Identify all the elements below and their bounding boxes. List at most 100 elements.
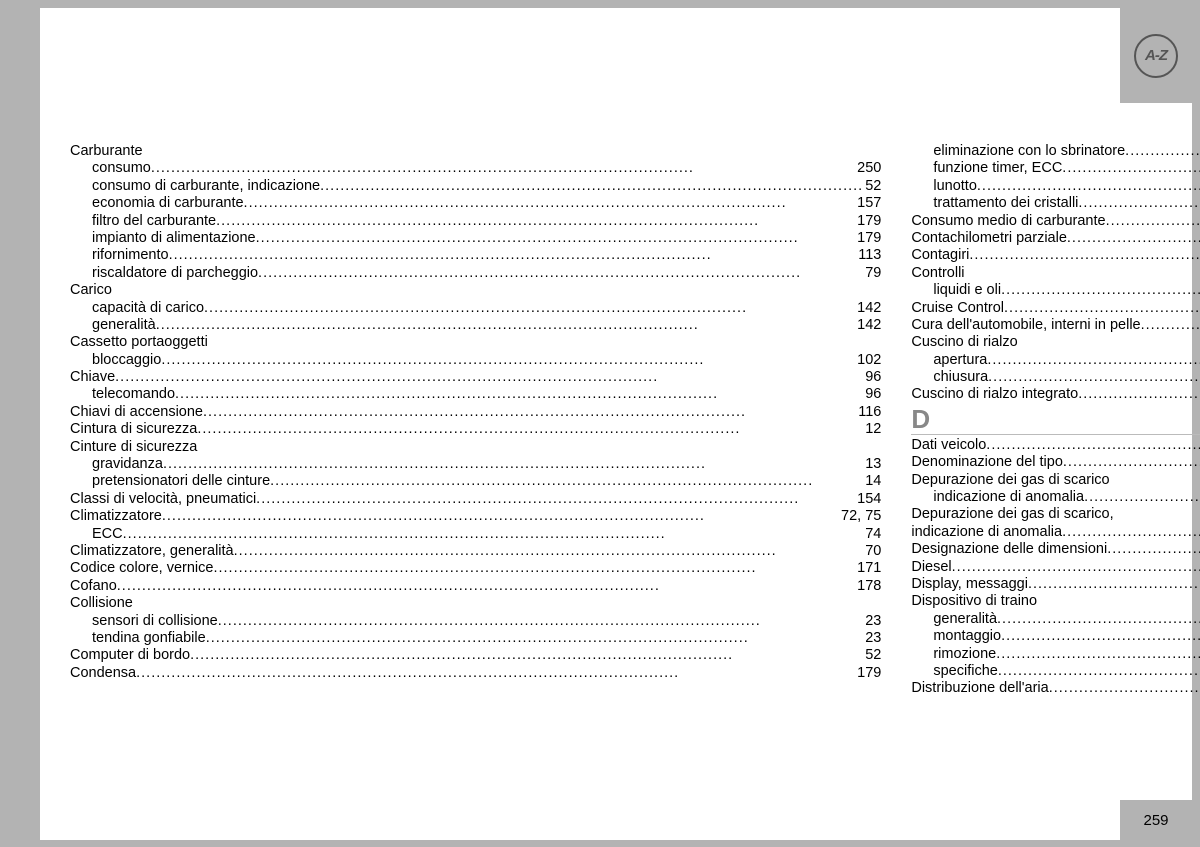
index-subentry: montaggio137 xyxy=(911,628,1200,645)
page-header: Indice alfabetico A-Z xyxy=(40,8,1192,103)
entry-label: Distribuzione dell'aria xyxy=(911,680,1048,697)
entry-label: Diesel xyxy=(911,559,951,576)
entry-label: Dispositivo di traino xyxy=(911,593,1037,610)
entry-label: lunotto xyxy=(933,178,977,195)
entry-page: 13 xyxy=(863,456,881,473)
entry-label: gravidanza xyxy=(92,456,163,473)
leader-dots xyxy=(1001,282,1200,299)
index-subentry: ECC74 xyxy=(70,526,881,543)
leader-dots xyxy=(1062,524,1200,541)
index-heading: Cinture di sicurezza xyxy=(70,439,881,456)
leader-dots xyxy=(115,369,863,386)
index-subentry: bloccaggio102 xyxy=(70,352,881,369)
entry-label: Collisione xyxy=(70,595,133,612)
az-badge-icon: A-Z xyxy=(1134,34,1178,78)
entry-label: impianto di alimentazione xyxy=(92,230,256,247)
index-entry: Chiavi di accensione116 xyxy=(70,404,881,421)
leader-dots xyxy=(169,247,857,264)
entry-label: consumo xyxy=(92,160,151,177)
entry-page: 96 xyxy=(863,369,881,386)
entry-page: 12 xyxy=(863,421,881,438)
leader-dots xyxy=(987,352,1200,369)
entry-page: 179 xyxy=(855,213,881,230)
leader-dots xyxy=(206,630,864,647)
entry-label: sensori di collisione xyxy=(92,613,218,630)
entry-label: liquidi e oli xyxy=(933,282,1001,299)
index-entry: Distribuzione dell'aria77 xyxy=(911,680,1200,697)
leader-dots xyxy=(996,646,1200,663)
leader-dots xyxy=(190,647,863,664)
leader-dots xyxy=(320,178,863,195)
leader-dots xyxy=(1062,160,1200,177)
entry-label: generalità xyxy=(92,317,156,334)
entry-label: indicazione di anomalia xyxy=(911,524,1062,541)
index-entry: Cura dell'automobile, interni in pelle17… xyxy=(911,317,1200,334)
index-subentry: rimozione140 xyxy=(911,646,1200,663)
entry-label: Computer di bordo xyxy=(70,647,190,664)
index-subentry: trattamento dei cristalli70 xyxy=(911,195,1200,212)
index-heading: Carburante xyxy=(70,143,881,160)
entry-label: consumo di carburante, indicazione xyxy=(92,178,320,195)
entry-label: Dati veicolo xyxy=(911,437,986,454)
index-entry: Dati veicolo176 xyxy=(911,437,1200,454)
index-heading: Depurazione dei gas di scarico, xyxy=(911,506,1200,523)
entry-page: 96 xyxy=(863,386,881,403)
index-column-1: Carburanteconsumo250consumo di carburant… xyxy=(70,143,881,800)
leader-dots xyxy=(1084,489,1200,506)
index-subentry: generalità135 xyxy=(911,611,1200,628)
index-heading: Cassetto portaoggetti xyxy=(70,334,881,351)
entry-label: rifornimento xyxy=(92,247,169,264)
entry-label: trattamento dei cristalli xyxy=(933,195,1078,212)
index-subentry: liquidi e oli180 xyxy=(911,282,1200,299)
leader-dots xyxy=(998,663,1200,680)
leader-dots xyxy=(151,160,855,177)
index-entry: Designazione delle dimensioni154 xyxy=(911,541,1200,558)
entry-label: Display, messaggi xyxy=(911,576,1028,593)
index-subentry: consumo250 xyxy=(70,160,881,177)
index-subentry: filtro del carburante 179 xyxy=(70,213,881,230)
entry-label: Carburante xyxy=(70,143,143,160)
entry-page: 179 xyxy=(855,230,881,247)
leader-dots xyxy=(1106,213,1200,230)
leader-dots xyxy=(997,611,1200,628)
index-entry: Computer di bordo52 xyxy=(70,647,881,664)
entry-label: Cuscino di rialzo xyxy=(911,334,1017,351)
entry-label: Consumo medio di carburante xyxy=(911,213,1105,230)
leader-dots xyxy=(204,300,855,317)
entry-label: pretensionatori delle cinture xyxy=(92,473,270,490)
entry-label: tendina gonfiabile xyxy=(92,630,206,647)
entry-label: eliminazione con lo sbrinatore xyxy=(933,143,1125,160)
section-rule xyxy=(911,434,1200,435)
entry-label: Chiave xyxy=(70,369,115,386)
entry-label: Climatizzatore, generalità xyxy=(70,543,234,560)
entry-label: Cuscino di rialzo integrato xyxy=(911,386,1078,403)
leader-dots xyxy=(156,317,855,334)
index-entry: indicazione di anomalia43 xyxy=(911,524,1200,541)
entry-label: chiusura xyxy=(933,369,988,386)
entry-label: specifiche xyxy=(933,663,997,680)
index-subentry: sensori di collisione 23 xyxy=(70,613,881,630)
entry-page: 142 xyxy=(855,317,881,334)
entry-label: riscaldatore di parcheggio xyxy=(92,265,258,282)
leader-dots xyxy=(244,195,856,212)
leader-dots xyxy=(258,265,863,282)
entry-label: montaggio xyxy=(933,628,1001,645)
entry-page: 23 xyxy=(863,613,881,630)
leader-dots xyxy=(1049,680,1200,697)
entry-label: Denominazione del tipo xyxy=(911,454,1063,471)
entry-label: telecomando xyxy=(92,386,175,403)
entry-label: economia di carburante xyxy=(92,195,244,212)
entry-label: Codice colore, vernice xyxy=(70,560,213,577)
entry-label: bloccaggio xyxy=(92,352,161,369)
entry-label: filtro del carburante xyxy=(92,213,216,230)
index-subentry: funzione timer, ECC76 xyxy=(911,160,1200,177)
index-subentry: tendina gonfiabile23 xyxy=(70,630,881,647)
entry-label: Cofano xyxy=(70,578,117,595)
index-entry: Codice colore, vernice171 xyxy=(70,560,881,577)
entry-label: Cassetto portaoggetti xyxy=(70,334,208,351)
leader-dots xyxy=(213,560,855,577)
entry-label: ECC xyxy=(92,526,123,543)
leader-dots xyxy=(161,352,855,369)
entry-label: Cinture di sicurezza xyxy=(70,439,197,456)
entry-page: 178 xyxy=(855,578,881,595)
